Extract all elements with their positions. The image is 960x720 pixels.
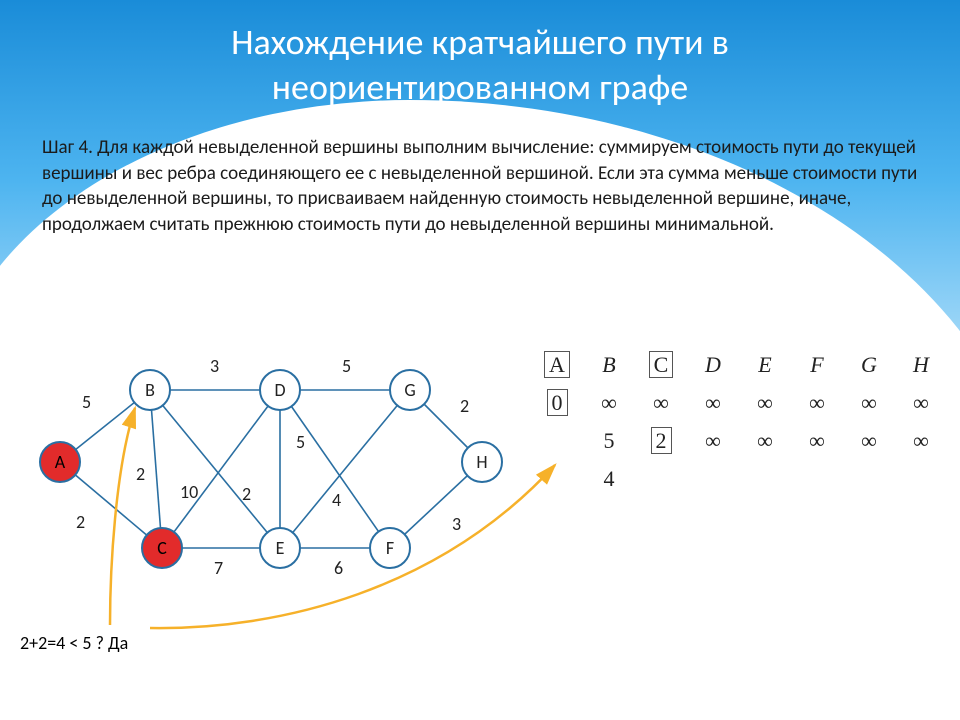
edge-weight-A-C: 2 [76, 511, 85, 533]
table-header-B: B [584, 347, 634, 383]
table-header-H: H [896, 347, 946, 383]
table-cell-r1-c7: ∞ [896, 423, 946, 459]
step-description: Шаг 4. Для каждой невыделенной вершины в… [42, 135, 920, 238]
edge-weight-D-E: 5 [296, 431, 305, 453]
table-cell-r0-c7: ∞ [896, 385, 946, 421]
edge-weight-A-B: 5 [82, 391, 91, 413]
edge-weight-C-E: 7 [214, 557, 223, 579]
edge-weight-E-F: 6 [334, 557, 343, 579]
table-cell-r1-c5: ∞ [792, 423, 842, 459]
edge-C-D [162, 390, 280, 548]
edge-B-E [150, 390, 280, 548]
table-cell-r2-c6 [844, 461, 894, 497]
table-cell-r0-c3: ∞ [688, 385, 738, 421]
table-cell-r0-c0: 0 [532, 385, 582, 421]
edge-weight-B-E: 10 [180, 481, 198, 503]
table-cell-r0-c4: ∞ [740, 385, 790, 421]
table-cell-r0-c5: ∞ [792, 385, 842, 421]
table-cell-r2-c4 [740, 461, 790, 497]
table-cell-r1-c1: 5 [584, 423, 634, 459]
annotation-arrow-to-table [150, 465, 555, 628]
table-cell-r1-c6: ∞ [844, 423, 894, 459]
comparison-formula: 2+2=4 < 5 ? Да [20, 632, 128, 654]
table-cell-r0-c2: ∞ [636, 385, 686, 421]
table-cell-r1-c2: 2 [636, 423, 686, 459]
graph-diagram: 5 2 2 3 10 2 7 5 4 5 6 3 2 A B C D E F G H [20, 330, 520, 650]
edge-weight-D-F: 4 [332, 489, 341, 511]
table-cell-r2-c1: 4 [584, 461, 634, 497]
annotation-arrow-to-b [110, 408, 135, 625]
table-header-C: C [636, 347, 686, 383]
node-label-H: H [476, 451, 487, 473]
node-label-B: B [145, 379, 155, 401]
edge-weight-F-H: 3 [452, 513, 461, 535]
node-label-C: C [157, 537, 167, 559]
edge-D-F [280, 390, 390, 548]
node-label-G: G [404, 379, 415, 401]
table-cell-r1-c0 [532, 423, 582, 459]
slide: Нахождение кратчайшего пути в неориентир… [0, 0, 960, 720]
table-cell-r0-c6: ∞ [844, 385, 894, 421]
edge-weight-C-D: 2 [242, 483, 251, 505]
table-cell-r1-c3: ∞ [688, 423, 738, 459]
edge-weight-G-H: 2 [460, 395, 469, 417]
edge-weight-B-D: 3 [210, 355, 219, 377]
table-cell-r0-c1: ∞ [584, 385, 634, 421]
edge-weight-D-G: 5 [342, 355, 351, 377]
title-line-2: неориентированном графе [272, 65, 688, 109]
node-label-F: F [386, 537, 394, 559]
table-cell-r1-c4: ∞ [740, 423, 790, 459]
table-header-F: F [792, 347, 842, 383]
table-header-E: E [740, 347, 790, 383]
table-header-A: A [532, 347, 582, 383]
table-cell-r2-c2 [636, 461, 686, 497]
slide-title: Нахождение кратчайшего пути в неориентир… [0, 20, 960, 110]
node-label-D: D [274, 379, 285, 401]
title-line-1: Нахождение кратчайшего пути в [231, 20, 729, 64]
table-header-D: D [688, 347, 738, 383]
table-cell-r2-c0 [532, 461, 582, 497]
table-cell-r2-c3 [688, 461, 738, 497]
node-label-A: A [55, 451, 66, 473]
distance-table: ABCDEFGH0∞∞∞∞∞∞∞52∞∞∞∞∞4 [530, 345, 948, 499]
table-header-G: G [844, 347, 894, 383]
node-label-E: E [276, 537, 285, 559]
table-cell-r2-c5 [792, 461, 842, 497]
edge-E-G [280, 390, 410, 548]
edge-weight-B-C: 2 [136, 463, 145, 485]
table-cell-r2-c7 [896, 461, 946, 497]
edge-B-C [150, 390, 162, 548]
